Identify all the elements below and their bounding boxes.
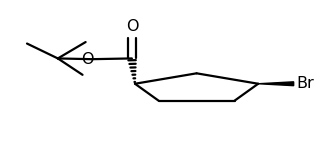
Text: O: O	[126, 19, 138, 34]
Polygon shape	[258, 82, 294, 86]
Text: O: O	[81, 52, 94, 67]
Text: Br: Br	[297, 76, 314, 91]
